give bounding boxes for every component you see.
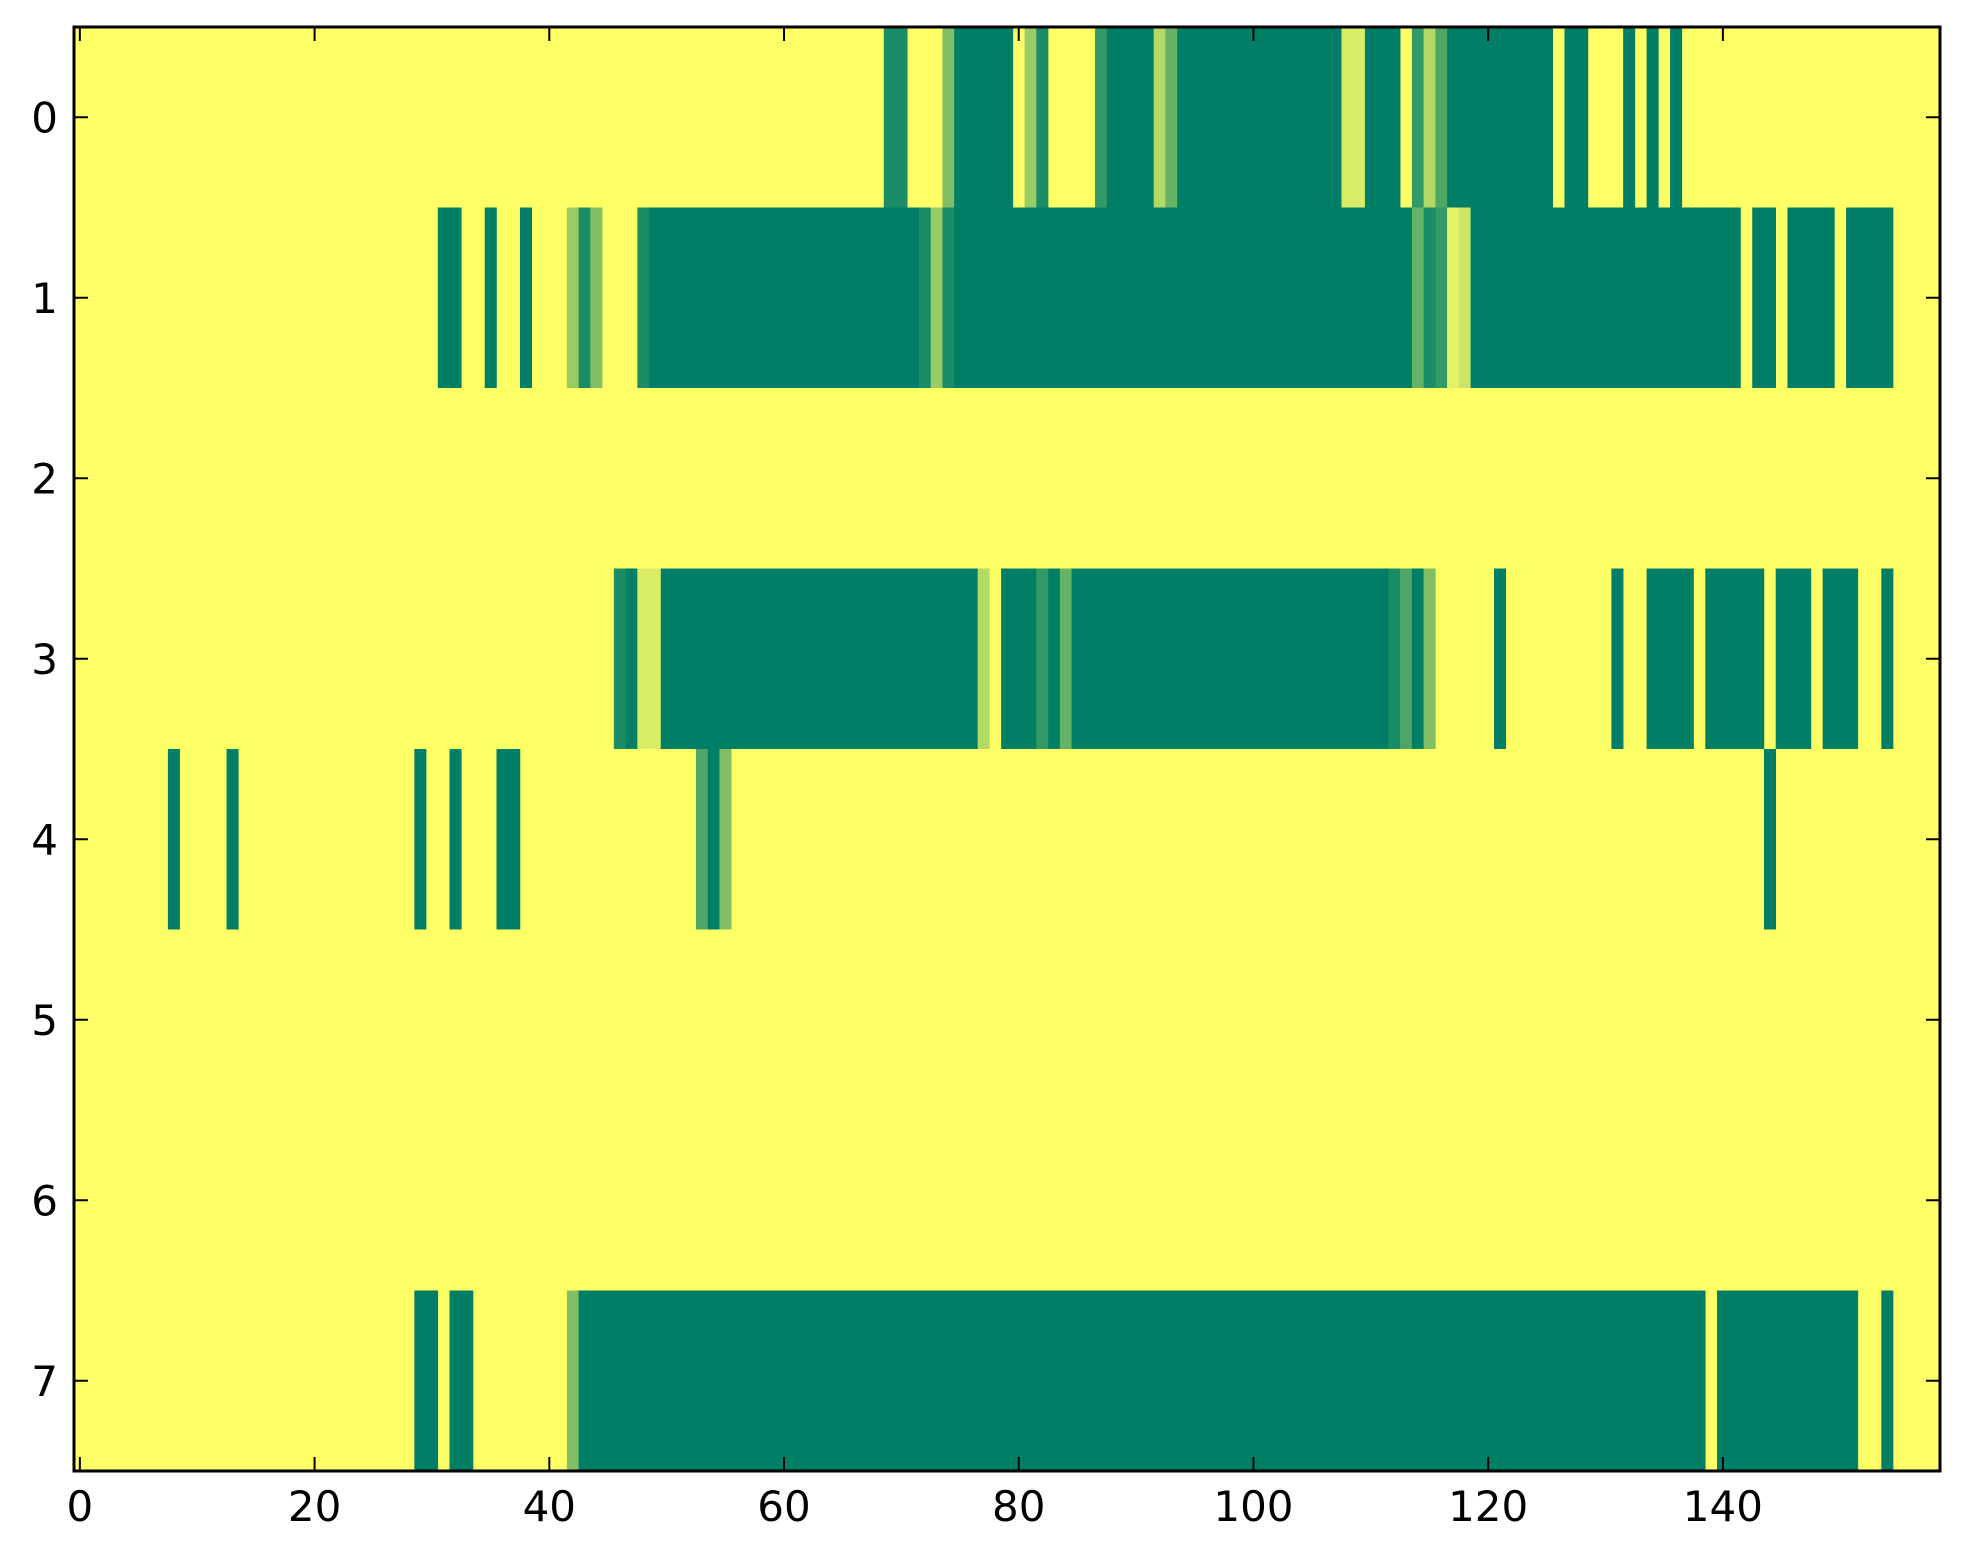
heatmap-cell-run — [1822, 568, 1859, 749]
x-tick-label: 120 — [1448, 1482, 1528, 1531]
heatmap-cell-run — [226, 749, 239, 930]
heatmap-cell-run — [942, 207, 955, 388]
heatmap-cell-run — [1494, 568, 1507, 749]
heatmap-cell-run — [1787, 207, 1835, 388]
heatmap-cell-run — [1400, 568, 1413, 749]
x-tick-label: 60 — [757, 1482, 810, 1531]
heatmap-cell-run — [637, 568, 662, 749]
y-tick-label: 2 — [31, 454, 58, 503]
heatmap-cell-run — [1846, 207, 1894, 388]
y-tick-label: 0 — [31, 93, 58, 142]
heatmap-cell-run — [918, 207, 932, 388]
heatmap-cell-run — [1411, 27, 1424, 208]
heatmap-cell-run — [1458, 207, 1471, 388]
heatmap-cell-run — [1705, 568, 1765, 749]
heatmap-cell-run — [942, 27, 955, 208]
heatmap-cell-run — [977, 568, 990, 749]
heatmap-cell-run — [649, 207, 920, 388]
heatmap-cell-run — [449, 1290, 474, 1471]
heatmap-cell-run — [1388, 568, 1401, 749]
heatmap-cell-run — [1423, 207, 1436, 388]
heatmap-cell-run — [1071, 568, 1389, 749]
heatmap-cell-run — [578, 1290, 1706, 1471]
heatmap-cell-run — [1001, 568, 1037, 749]
plot-frame — [72, 25, 1942, 1473]
heatmap-cell-run — [637, 207, 650, 388]
heatmap-cell-run — [1611, 568, 1624, 749]
x-tick-label: 40 — [523, 1482, 576, 1531]
heatmap-cell-run — [167, 749, 180, 930]
heatmap-cell-run — [1623, 27, 1636, 208]
heatmap-cell-run — [566, 1290, 579, 1471]
x-tick-label: 0 — [67, 1482, 94, 1531]
y-tick-label: 3 — [31, 635, 58, 684]
heatmap-cell-run — [1447, 27, 1554, 208]
heatmap-cell-run — [484, 207, 497, 388]
heatmap-cell-run — [954, 207, 1413, 388]
heatmap-cell-run — [1435, 27, 1448, 208]
heatmap-cell-run — [1646, 568, 1694, 749]
heatmap-cell-run — [1470, 207, 1730, 388]
heatmap-cells — [167, 27, 1894, 1471]
heatmap-cell-run — [437, 207, 462, 388]
heatmap-cell-run — [625, 568, 638, 749]
y-tick-label: 5 — [31, 996, 58, 1045]
heatmap-cell-run — [1881, 1290, 1894, 1471]
heatmap-cell-run — [1752, 207, 1776, 388]
heatmap-cell-run — [414, 749, 427, 930]
heatmap-cell-run — [613, 568, 626, 749]
heatmap-cell-run — [519, 207, 532, 388]
heatmap-cell-run — [1435, 207, 1448, 388]
heatmap-cell-run — [1165, 27, 1178, 208]
y-tick-label: 7 — [31, 1357, 58, 1406]
x-tick-label: 20 — [288, 1482, 341, 1531]
heatmap-cell-run — [1447, 207, 1460, 388]
heatmap-cell-run — [414, 1290, 439, 1471]
heatmap-cell-run — [496, 749, 521, 930]
heatmap-cell-run — [1411, 207, 1424, 388]
heatmap-cell-run — [590, 207, 603, 388]
x-tick-label: 140 — [1683, 1482, 1763, 1531]
heatmap-cell-run — [1564, 27, 1589, 208]
heatmap-cell-run — [719, 749, 732, 930]
heatmap-cell-run — [1423, 27, 1436, 208]
heatmap-cell-run — [1411, 568, 1424, 749]
heatmap-cell-run — [1341, 27, 1366, 208]
y-tick-label: 4 — [31, 815, 58, 864]
heatmap-cell-run — [954, 27, 1014, 208]
heatmap-cell-run — [1646, 27, 1659, 208]
heatmap-cell-run — [566, 207, 579, 388]
heatmap-cell-run — [1036, 568, 1049, 749]
heatmap-cell-run — [1059, 568, 1072, 749]
y-tick-label: 6 — [31, 1176, 58, 1225]
heatmap-cell-run — [1717, 1290, 1859, 1471]
heatmap-cell-run — [1775, 568, 1812, 749]
tick-labels: 0 20 40 60 80 100 120 140 0 1 2 3 4 5 6 7 — [31, 93, 1763, 1531]
heatmap-cell-run — [1036, 27, 1049, 208]
heatmap-cell-run — [883, 27, 908, 208]
axis-ticks — [74, 27, 1940, 1471]
heatmap-cell-run — [1095, 27, 1108, 208]
heatmap-cell-run — [1024, 27, 1037, 208]
heatmap-cell-run — [660, 568, 978, 749]
y-tick-label: 1 — [31, 274, 58, 323]
heatmap-cell-run — [1881, 568, 1894, 749]
heatmap-cell-run — [1670, 27, 1683, 208]
heatmap-cell-run — [449, 749, 462, 930]
x-tick-label: 80 — [992, 1482, 1045, 1531]
heatmap-cell-run — [1177, 27, 1342, 208]
heatmap-cell-run — [1153, 27, 1166, 208]
heatmap-cell-run — [1423, 568, 1436, 749]
heatmap-cell-run — [1728, 207, 1741, 388]
heatmap-cell-run — [578, 207, 591, 388]
heatmap-cell-run — [707, 749, 720, 930]
heatmap-cell-run — [1048, 568, 1061, 749]
heatmap-cell-run — [1364, 27, 1401, 208]
heatmap-cell-run — [696, 749, 709, 930]
x-tick-label: 100 — [1213, 1482, 1293, 1531]
heatmap-cell-run — [1106, 27, 1154, 208]
heatmap-cell-run — [1763, 749, 1776, 930]
heatmap-cell-run — [930, 207, 943, 388]
